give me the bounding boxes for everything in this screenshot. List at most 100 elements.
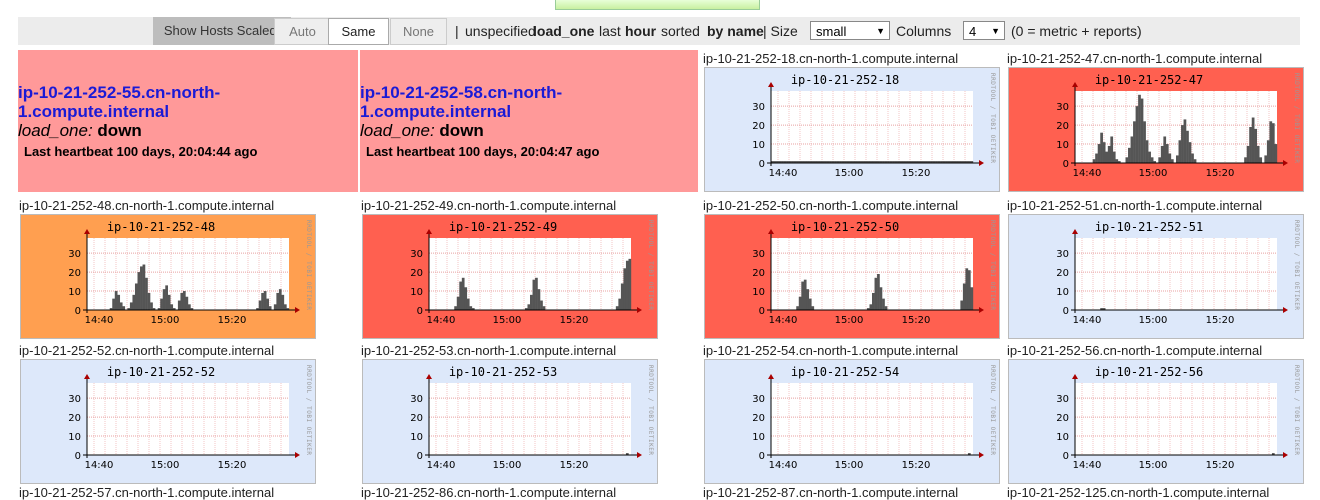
host-name-link[interactable]: ip-10-21-252-87.cn-north-1.compute.inter…	[703, 485, 959, 500]
load-bar	[454, 306, 457, 310]
down-host-link[interactable]: ip-10-21-252-55.cn-north-1.compute.inter…	[18, 83, 221, 121]
y-tick-label: 10	[68, 432, 81, 443]
load-bar	[137, 272, 141, 310]
load-graph[interactable]: 0 10 20 30 14:40 15:00 15:20 ip-10-21-252-47 RRD…	[1008, 67, 1304, 192]
load-bar	[261, 292, 264, 310]
load-bar	[826, 161, 830, 163]
x-axis-arrow-icon	[1283, 160, 1288, 166]
load-graph[interactable]: 0 10 20 30 14:40 15:00 15:20 ip-10-21-252-18 RRD…	[704, 67, 1000, 192]
load-bar	[836, 161, 840, 163]
load-graph[interactable]: 0 10 20 30 14:40 15:00 15:20 ip-10-21-252-54 RRD…	[704, 359, 1000, 484]
x-tick-label: 15:00	[151, 460, 180, 471]
load-bar	[1153, 161, 1156, 163]
columns-select[interactable]: 4 ▼	[963, 21, 1005, 40]
host-name-link[interactable]: ip-10-21-252-48.cn-north-1.compute.inter…	[19, 198, 275, 213]
load-bar	[459, 281, 463, 310]
load-bar	[1264, 155, 1268, 163]
load-bar	[273, 304, 277, 310]
load-bar	[882, 298, 885, 310]
y-tick-label: 30	[752, 249, 765, 260]
load-bar	[160, 298, 163, 310]
x-axis-arrow-icon	[295, 307, 300, 313]
load-bar	[970, 161, 974, 163]
load-graph[interactable]: 0 10 20 30 14:40 15:00 15:20 ip-10-21-252-52 RRD…	[20, 359, 316, 484]
load-graph[interactable]: 0 10 20 30 14:40 15:00 15:20 ip-10-21-252-53 RRD…	[362, 359, 658, 484]
load-graph[interactable]: 0 10 20 30 14:40 15:00 15:20 ip-10-21-252-50 RRD…	[704, 214, 1000, 339]
y-axis-arrow-icon	[1072, 374, 1078, 379]
load-bar	[114, 291, 118, 310]
host-name-link[interactable]: ip-10-21-252-125.cn-north-1.compute.inte…	[1007, 485, 1270, 500]
host-name-link[interactable]: ip-10-21-252-53.cn-north-1.compute.inter…	[361, 343, 617, 358]
x-tick-label: 14:40	[427, 315, 456, 326]
load-bar	[1133, 121, 1136, 163]
load-graph[interactable]: 0 10 20 30 14:40 15:00 15:20 ip-10-21-252-56 RRD…	[1008, 359, 1304, 484]
load-bar	[892, 161, 895, 163]
y-tick-label: 20	[1056, 121, 1069, 132]
y-tick-label: 20	[410, 413, 423, 424]
y-tick-label: 20	[1056, 268, 1069, 279]
load-bar	[1158, 157, 1162, 163]
x-axis-arrow-icon	[979, 160, 984, 166]
down-host-link[interactable]: ip-10-21-252-58.cn-north-1.compute.inter…	[360, 83, 563, 121]
load-bar	[965, 268, 969, 310]
load-bar	[185, 296, 189, 310]
load-bar	[829, 161, 832, 163]
load-bar	[1178, 140, 1182, 163]
host-name-link[interactable]: ip-10-21-252-57.cn-north-1.compute.inter…	[19, 485, 275, 500]
host-name-link[interactable]: ip-10-21-252-51.cn-north-1.compute.inter…	[1007, 198, 1263, 213]
load-bar	[1095, 153, 1098, 163]
load-bar	[874, 161, 878, 163]
load-bar	[469, 306, 473, 310]
y-axis-arrow-icon	[768, 374, 774, 379]
columns-select-value: 4	[969, 24, 977, 39]
load-bar	[854, 161, 858, 163]
load-bar	[258, 300, 262, 310]
host-name-link[interactable]: ip-10-21-252-18.cn-north-1.compute.inter…	[703, 51, 959, 66]
load-bar	[456, 296, 460, 310]
load-bar	[283, 304, 287, 310]
toolbar: Show Hosts Scaled: Auto Same None | unsp…	[18, 17, 1300, 45]
y-tick-label: 0	[759, 306, 765, 317]
load-bar	[1170, 159, 1174, 163]
load-bar	[464, 287, 468, 310]
host-name-link[interactable]: ip-10-21-252-86.cn-north-1.compute.inter…	[361, 485, 617, 500]
y-tick-label: 30	[410, 394, 423, 405]
host-name-link[interactable]: ip-10-21-252-50.cn-north-1.compute.inter…	[703, 198, 959, 213]
host-name-link[interactable]: ip-10-21-252-54.cn-north-1.compute.inter…	[703, 343, 959, 358]
down-host-cell: ip-10-21-252-55.cn-north-1.compute.inter…	[18, 50, 358, 192]
load-bar	[919, 161, 923, 163]
load-bar	[256, 308, 259, 310]
load-bar	[859, 161, 863, 163]
load-bar	[831, 161, 835, 163]
y-tick-label: 0	[1063, 306, 1069, 317]
load-bar	[1105, 151, 1109, 163]
load-bar	[1244, 157, 1247, 163]
load-bar	[618, 298, 622, 310]
last-heartbeat: Last heartbeat 100 days, 20:04:47 ago	[366, 144, 600, 159]
load-graph[interactable]: 0 10 20 30 14:40 15:00 15:20 ip-10-21-252-51 RRD…	[1008, 214, 1304, 339]
load-bar	[628, 258, 632, 310]
host-name-link[interactable]: ip-10-21-252-52.cn-north-1.compute.inter…	[19, 343, 275, 358]
load-bar	[884, 306, 888, 310]
host-name-link[interactable]: ip-10-21-252-47.cn-north-1.compute.inter…	[1007, 51, 1263, 66]
x-axis-arrow-icon	[637, 452, 642, 458]
graph-canvas: 0 10 20 30 14:40 15:00 15:20	[410, 229, 642, 326]
scale-same-button[interactable]: Same	[328, 18, 389, 45]
rrdtool-watermark: RRDTOOL / TOBI OETIKER	[647, 365, 654, 456]
scale-auto-button[interactable]: Auto	[274, 18, 331, 45]
range-text: hour	[625, 23, 657, 39]
graph-canvas: 0 10 20 30 14:40 15:00 15:20	[752, 82, 984, 179]
load-graph[interactable]: 0 10 20 30 14:40 15:00 15:20 ip-10-21-252-49 RRD…	[362, 214, 658, 339]
load-bar	[623, 268, 627, 310]
load-graph[interactable]: 0 10 20 30 14:40 15:00 15:20 ip-10-21-252-48 RRD…	[20, 214, 316, 339]
plot-area	[1075, 383, 1277, 455]
scale-none-button[interactable]: None	[390, 18, 447, 45]
x-tick-label: 15:00	[151, 315, 180, 326]
host-name-link[interactable]: ip-10-21-252-49.cn-north-1.compute.inter…	[361, 198, 617, 213]
host-name-link[interactable]: ip-10-21-252-56.cn-north-1.compute.inter…	[1007, 343, 1263, 358]
size-select[interactable]: small ▼	[810, 21, 890, 40]
status-text: down	[439, 121, 484, 140]
load-bar	[142, 264, 146, 310]
load-bar	[897, 161, 900, 163]
plot-area	[429, 383, 631, 455]
